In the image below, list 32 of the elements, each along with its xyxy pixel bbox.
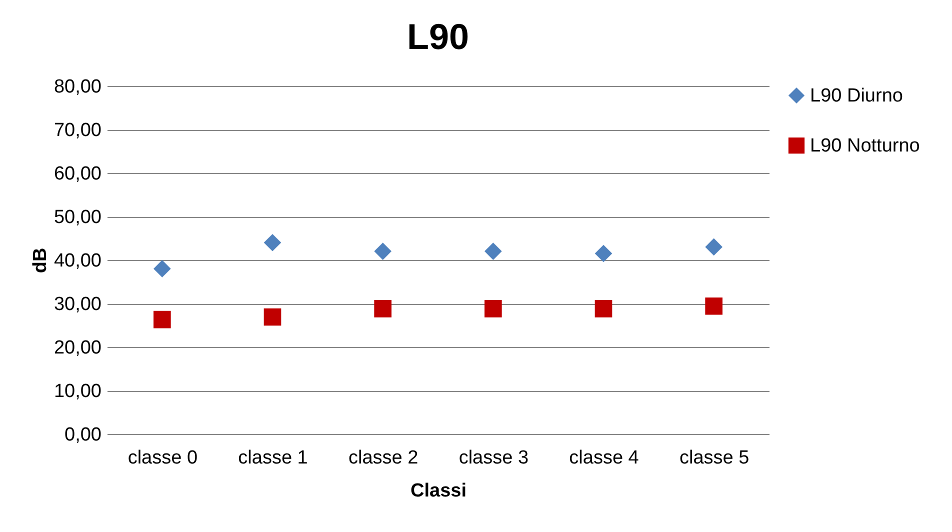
point xyxy=(705,297,722,315)
x-axis-title: Classi xyxy=(410,480,466,502)
y-tick-label: 70,00 xyxy=(54,120,102,141)
point xyxy=(484,242,502,260)
point xyxy=(594,300,612,318)
x-tick-label: classe 5 xyxy=(679,448,750,468)
y-tick-label: 20,00 xyxy=(54,338,102,358)
y-tick-label: 30,00 xyxy=(54,294,102,315)
point xyxy=(264,308,282,326)
point xyxy=(264,234,282,252)
point xyxy=(705,238,722,256)
point xyxy=(154,310,171,328)
point xyxy=(374,242,392,260)
y-tick-label: 40,00 xyxy=(54,250,102,272)
x-tick-label: classe 2 xyxy=(348,448,418,468)
legend-label: L90 Diurno xyxy=(810,86,903,106)
x-tick-label: classe 0 xyxy=(128,448,198,468)
point xyxy=(374,300,392,318)
y-tick-label: 50,00 xyxy=(54,207,102,228)
x-tick-label: classe 3 xyxy=(458,448,529,468)
y-tick-label: 10,00 xyxy=(54,381,102,402)
x-tick-label: classe 4 xyxy=(569,448,640,468)
chart-title: L90 xyxy=(406,16,470,57)
y-tick-label: 0,00 xyxy=(64,424,102,446)
y-tick-label: 80,00 xyxy=(54,76,102,98)
x-tick-label: classe 1 xyxy=(238,448,308,468)
legend-label: L90 Notturno xyxy=(810,136,920,156)
point xyxy=(154,260,171,278)
point xyxy=(484,300,502,318)
y-tick-label: 60,00 xyxy=(54,164,102,184)
y-axis-title: dB xyxy=(30,248,51,274)
point xyxy=(594,244,612,262)
